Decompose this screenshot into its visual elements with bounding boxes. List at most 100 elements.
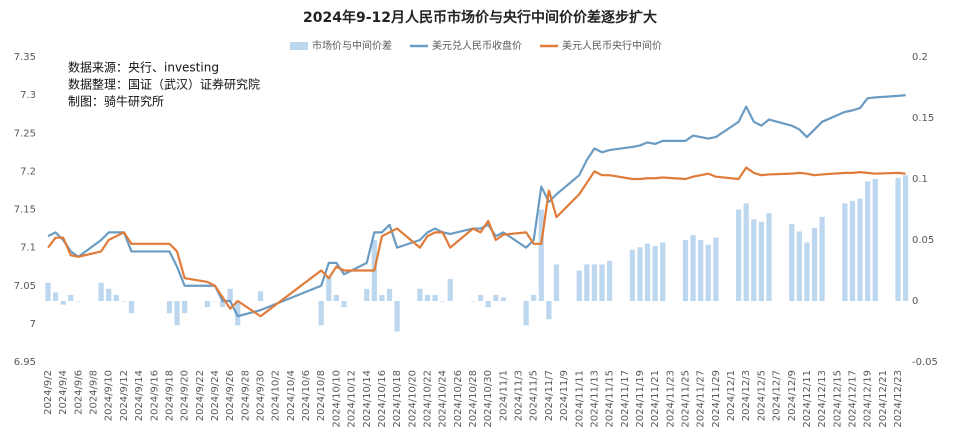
x-tick-label: 2024/11/29 <box>711 370 722 428</box>
bar <box>637 247 643 301</box>
x-tick-label: 2024/11/5 <box>529 370 540 421</box>
x-tick-label: 2024/10/18 <box>392 370 403 428</box>
bar <box>652 246 658 301</box>
bar <box>599 264 605 301</box>
bar <box>531 294 537 301</box>
x-tick-label: 2024/11/7 <box>544 370 555 421</box>
bar <box>424 294 431 301</box>
bar <box>751 219 757 301</box>
bar <box>865 181 871 301</box>
chart-title: 2024年9-12月人民币市场价与央行中间价价差逐步扩大 <box>303 9 657 26</box>
bar <box>660 242 666 301</box>
bar <box>523 301 529 326</box>
y2-tick-label: 0.05 <box>912 235 934 246</box>
x-tick-label: 2024/10/20 <box>407 370 418 428</box>
y-tick-label: 6.95 <box>14 357 36 368</box>
bar <box>872 179 878 301</box>
bar <box>182 301 188 314</box>
x-tick-label: 2024/12/13 <box>817 370 828 428</box>
x-tick-label: 2024/10/14 <box>362 370 373 428</box>
x-tick-label: 2024/11/17 <box>620 370 631 428</box>
bar <box>52 292 59 301</box>
bar <box>326 276 332 301</box>
bar <box>485 301 491 308</box>
x-tick-label: 2024/11/11 <box>574 370 585 428</box>
x-tick-label: 2024/10/22 <box>422 370 433 428</box>
x-tick-label: 2024/11/9 <box>559 370 570 421</box>
x-tick-label: 2024/12/7 <box>772 370 783 421</box>
bar <box>789 224 795 301</box>
x-tick-label: 2024/11/27 <box>696 370 707 428</box>
x-tick-label: 2024/9/22 <box>195 370 206 421</box>
bar <box>98 282 104 301</box>
x-tick-label: 2024/10/16 <box>377 370 388 428</box>
bar <box>121 301 127 302</box>
legend-swatch <box>290 42 308 50</box>
x-tick-label: 2024/10/30 <box>483 370 494 428</box>
x-tick-label: 2024/10/12 <box>347 370 358 428</box>
x-tick-label: 2024/12/9 <box>787 370 798 421</box>
x-tick-label: 2024/12/23 <box>893 370 904 428</box>
x-tick-label: 2024/12/5 <box>756 370 767 421</box>
x-tick-label: 2024/9/12 <box>119 370 130 421</box>
bar <box>546 301 552 320</box>
bar <box>166 301 173 314</box>
x-tick-label: 2024/10/2 <box>271 370 282 421</box>
y-tick-label: 7.3 <box>20 90 36 101</box>
x-tick-label: 2024/9/18 <box>164 370 175 421</box>
bar <box>819 216 825 301</box>
x-tick-label: 2024/10/4 <box>286 370 297 421</box>
bar <box>743 203 749 301</box>
legend-label: 美元人民币央行中间价 <box>562 39 662 52</box>
bar <box>849 200 856 301</box>
bar <box>690 235 696 301</box>
bar <box>644 243 651 301</box>
x-tick-label: 2024/9/6 <box>73 370 84 415</box>
y2-tick-label: 0.2 <box>912 52 928 63</box>
x-tick-label: 2024/9/24 <box>210 370 221 421</box>
x-tick-label: 2024/12/17 <box>847 370 858 428</box>
bar <box>106 288 112 301</box>
x-tick-label: 2024/11/13 <box>589 370 600 428</box>
x-tick-label: 2024/9/4 <box>58 370 69 415</box>
bar <box>341 301 347 308</box>
bar <box>257 291 264 301</box>
bar <box>417 288 423 301</box>
x-tick-label: 2024/10/26 <box>453 370 464 428</box>
bar <box>698 240 704 301</box>
bar <box>386 288 393 301</box>
bar <box>796 231 802 301</box>
bar <box>60 301 66 305</box>
y-tick-label: 7.15 <box>14 205 36 216</box>
x-tick-label: 2024/11/21 <box>650 370 661 428</box>
y-tick-label: 7.35 <box>14 52 36 63</box>
x-tick-label: 2024/10/24 <box>438 370 449 428</box>
x-tick-label: 2024/11/19 <box>635 370 646 428</box>
bar <box>736 209 742 301</box>
x-tick-label: 2024/12/21 <box>878 370 889 428</box>
y-tick-label: 7 <box>30 319 36 330</box>
bar <box>333 294 339 301</box>
y-tick-label: 7.1 <box>20 243 36 254</box>
y2-tick-label: 0 <box>912 296 918 307</box>
y-tick-label: 7.05 <box>14 281 36 292</box>
bar <box>493 294 499 301</box>
x-tick-label: 2024/11/23 <box>665 370 676 428</box>
bar <box>895 177 901 301</box>
annotation: 数据整理：国证（武汉）证券研究院 <box>68 77 260 92</box>
bar <box>553 264 560 301</box>
x-tick-label: 2024/10/8 <box>316 370 327 421</box>
bar <box>538 209 544 301</box>
bar <box>470 301 476 302</box>
x-tick-label: 2024/11/15 <box>605 370 616 428</box>
bar <box>713 237 719 301</box>
y-tick-label: 7.25 <box>14 128 36 139</box>
bar <box>576 270 582 301</box>
bar <box>629 249 635 301</box>
x-tick-label: 2024/11/25 <box>681 370 692 428</box>
bar <box>591 264 598 301</box>
x-tick-label: 2024/10/10 <box>331 370 342 428</box>
bar <box>212 301 218 302</box>
annotation: 制图：骑牛研究所 <box>68 94 164 109</box>
bar <box>758 221 764 301</box>
